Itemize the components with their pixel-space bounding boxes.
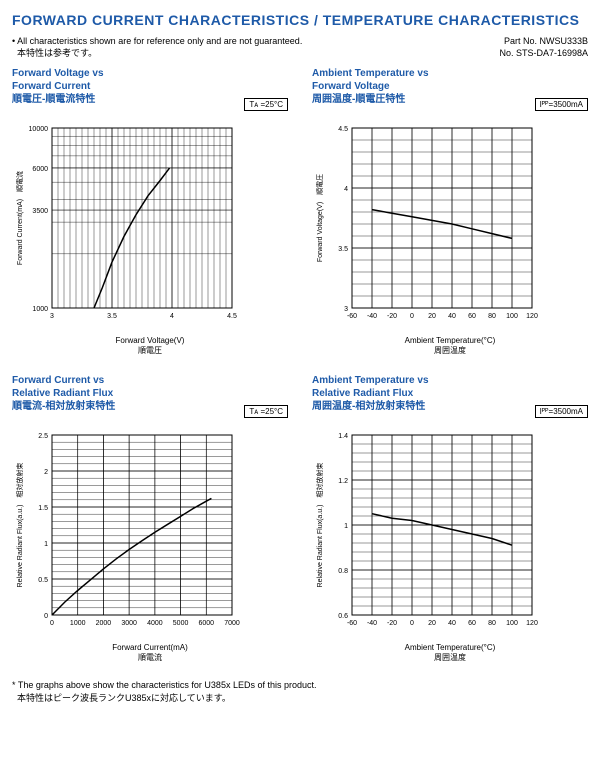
svg-text:0.8: 0.8 bbox=[338, 568, 348, 575]
svg-text:6000: 6000 bbox=[32, 166, 48, 173]
svg-text:4.5: 4.5 bbox=[338, 126, 348, 133]
svg-text:Forward Voltage(V) 順電圧: Forward Voltage(V) 順電圧 bbox=[316, 174, 324, 262]
svg-text:3.5: 3.5 bbox=[107, 313, 117, 320]
x-axis-label: Ambient Temperature(°C)周囲温度 bbox=[312, 336, 588, 356]
svg-text:0.5: 0.5 bbox=[38, 577, 48, 584]
svg-text:80: 80 bbox=[488, 313, 496, 320]
svg-text:1.5: 1.5 bbox=[38, 505, 48, 512]
svg-text:0: 0 bbox=[410, 620, 414, 627]
svg-text:20: 20 bbox=[428, 313, 436, 320]
svg-text:80: 80 bbox=[488, 620, 496, 627]
svg-text:20: 20 bbox=[428, 620, 436, 627]
svg-text:0: 0 bbox=[44, 613, 48, 620]
svg-text:-20: -20 bbox=[387, 313, 397, 320]
doc-no: No. STS-DA7-16998A bbox=[499, 48, 588, 58]
disclaimer-en: All characteristics shown are for refere… bbox=[17, 36, 302, 46]
chart-svg: 3 3.5 4 4.5 1000 3500 6000 10000 Forward Current… bbox=[12, 112, 240, 334]
chart-condition: Tᴀ =25°C bbox=[244, 405, 288, 418]
chart-svg: 0 1000 2000 3000 4000 5000 6000 7000 0 0.5 1 1.5 2 2.… bbox=[12, 419, 240, 641]
svg-text:-60: -60 bbox=[347, 313, 357, 320]
svg-text:-20: -20 bbox=[387, 620, 397, 627]
svg-text:1: 1 bbox=[344, 523, 348, 530]
chart-condition: Tᴀ =25°C bbox=[244, 98, 288, 111]
svg-text:120: 120 bbox=[526, 313, 538, 320]
chart-svg: -60 -40 -20 0 20 40 60 80 100 120 0.6 0.8 1 1.2 1.4 Rel… bbox=[312, 419, 540, 641]
chart-4: Ambient Temperature vsRelative Radiant F… bbox=[312, 374, 588, 663]
footer-en: * The graphs above show the characterist… bbox=[12, 680, 317, 690]
svg-text:0: 0 bbox=[410, 313, 414, 320]
svg-text:1.4: 1.4 bbox=[338, 433, 348, 440]
svg-text:2: 2 bbox=[44, 469, 48, 476]
svg-text:Relative Radiant Flux(a.u.) 相対: Relative Radiant Flux(a.u.) 相対放射束 bbox=[315, 463, 324, 588]
svg-text:0: 0 bbox=[50, 620, 54, 627]
chart-1: Forward Voltage vsForward Current順電圧-順電流… bbox=[12, 67, 288, 356]
svg-text:40: 40 bbox=[448, 620, 456, 627]
svg-text:4000: 4000 bbox=[147, 620, 163, 627]
svg-text:Forward Current(mA) 順電流: Forward Current(mA) 順電流 bbox=[15, 171, 24, 265]
svg-text:7000: 7000 bbox=[224, 620, 240, 627]
disclaimer-jp: 本特性は参考です。 bbox=[17, 48, 97, 58]
svg-text:-40: -40 bbox=[367, 313, 377, 320]
svg-text:4: 4 bbox=[170, 313, 174, 320]
chart-grid: Forward Voltage vsForward Current順電圧-順電流… bbox=[12, 67, 588, 663]
chart-svg: -60 -40 -20 0 20 40 60 80 100 120 3 3.5 4 4.5 Forward … bbox=[312, 112, 540, 334]
svg-text:10000: 10000 bbox=[29, 126, 49, 133]
chart-3: Forward Current vsRelative Radiant Flux順… bbox=[12, 374, 288, 663]
svg-text:2000: 2000 bbox=[96, 620, 112, 627]
chart-area: Tᴀ =25°C 33.544.510003500600010000Forwar… bbox=[12, 112, 288, 356]
svg-text:40: 40 bbox=[448, 313, 456, 320]
svg-text:0.6: 0.6 bbox=[338, 613, 348, 620]
svg-text:3500: 3500 bbox=[32, 208, 48, 215]
svg-text:3000: 3000 bbox=[121, 620, 137, 627]
part-no: Part No. NWSU333B bbox=[504, 36, 588, 46]
header-row: • All characteristics shown are for refe… bbox=[12, 36, 588, 59]
svg-text:120: 120 bbox=[526, 620, 538, 627]
chart-area: Iᴾᴾ=3500mA -60-40-200204060801001200.60.… bbox=[312, 419, 588, 663]
svg-text:3.5: 3.5 bbox=[338, 246, 348, 253]
chart-condition: Iᴾᴾ=3500mA bbox=[535, 98, 588, 111]
svg-text:5000: 5000 bbox=[173, 620, 189, 627]
page-title: FORWARD CURRENT CHARACTERISTICS / TEMPER… bbox=[12, 12, 588, 28]
svg-text:4.5: 4.5 bbox=[227, 313, 237, 320]
svg-text:60: 60 bbox=[468, 620, 476, 627]
footer-jp: 本特性はピーク波長ランクU385xに対応しています。 bbox=[17, 693, 231, 703]
chart-condition: Iᴾᴾ=3500mA bbox=[535, 405, 588, 418]
x-axis-label: Forward Current(mA)順電流 bbox=[12, 643, 288, 663]
svg-text:4: 4 bbox=[344, 186, 348, 193]
svg-text:Relative Radiant Flux(a.u.) 相対: Relative Radiant Flux(a.u.) 相対放射束 bbox=[15, 463, 24, 588]
chart-area: Tᴀ =25°C 0100020003000400050006000700000… bbox=[12, 419, 288, 663]
chart-2: Ambient Temperature vsForward Voltage周囲温… bbox=[312, 67, 588, 356]
svg-text:3: 3 bbox=[50, 313, 54, 320]
footer: * The graphs above show the characterist… bbox=[12, 679, 588, 704]
svg-text:6000: 6000 bbox=[198, 620, 214, 627]
chart-area: Iᴾᴾ=3500mA -60-40-2002040608010012033.54… bbox=[312, 112, 588, 356]
svg-text:100: 100 bbox=[506, 313, 518, 320]
svg-text:1: 1 bbox=[44, 541, 48, 548]
x-axis-label: Ambient Temperature(°C)周囲温度 bbox=[312, 643, 588, 663]
svg-text:-40: -40 bbox=[367, 620, 377, 627]
svg-text:60: 60 bbox=[468, 313, 476, 320]
svg-text:1000: 1000 bbox=[32, 306, 48, 313]
svg-text:1000: 1000 bbox=[70, 620, 86, 627]
svg-text:2.5: 2.5 bbox=[38, 433, 48, 440]
svg-text:100: 100 bbox=[506, 620, 518, 627]
svg-text:1.2: 1.2 bbox=[338, 478, 348, 485]
x-axis-label: Forward Voltage(V)順電圧 bbox=[12, 336, 288, 356]
svg-text:-60: -60 bbox=[347, 620, 357, 627]
svg-text:3: 3 bbox=[344, 306, 348, 313]
